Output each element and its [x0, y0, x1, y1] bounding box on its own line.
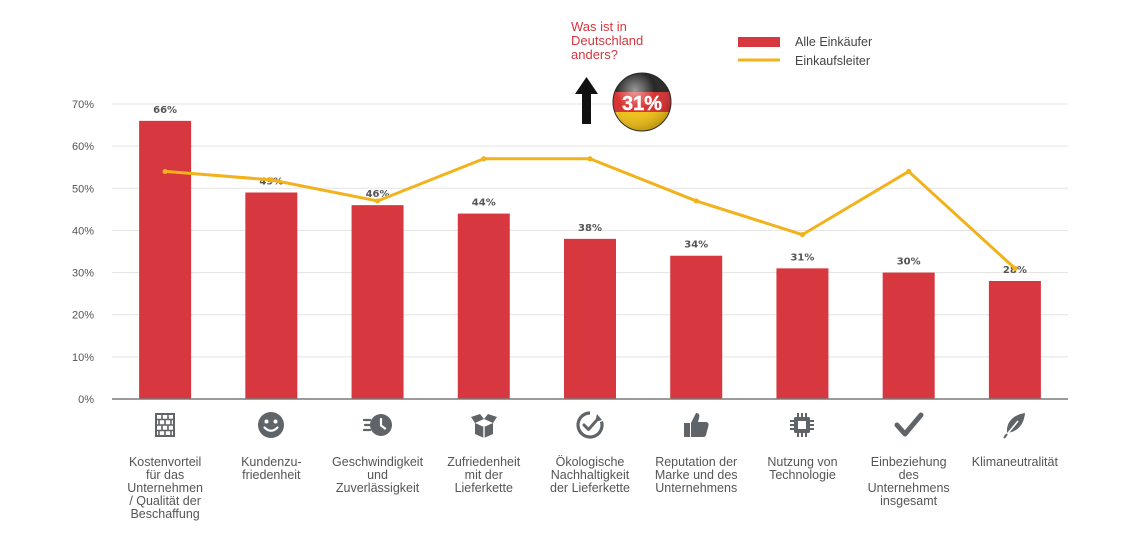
category-label: Nutzung von Technologie: [749, 456, 855, 482]
bar: [139, 120, 192, 399]
category-label: Geschwindigkeit und Zuverlässigkeit: [325, 456, 431, 495]
line-series: [162, 156, 1018, 271]
category-label-line: Zuverlässigkeit: [335, 481, 420, 495]
legend: Alle Einkäufer Einkaufsleiter: [738, 35, 872, 68]
category-label: Zufriedenheit mit der Lieferkette: [431, 456, 537, 495]
y-tick-label: 0%: [78, 394, 94, 406]
line-point: [587, 156, 593, 162]
up-arrow-icon: [575, 77, 598, 124]
bar: [882, 272, 935, 399]
y-tick-label: 60%: [72, 141, 94, 153]
bar: [670, 255, 723, 399]
category-label-line: Ökologische: [555, 455, 625, 469]
category-label-line: Nutzung von: [767, 455, 838, 469]
category-label-line: / Qualität der: [129, 494, 201, 508]
category-label-line: Nachhaltigkeit: [550, 468, 630, 482]
category-label: Kostenvorteil für das Unternehmen / Qualitä…: [112, 456, 218, 521]
category-label-line: des: [898, 468, 919, 482]
category-label-line: mit der: [464, 468, 503, 482]
germany-flag-icon: [612, 72, 672, 132]
bar-value-label: 34%: [684, 240, 708, 251]
category-label-line: Zufriedenheit: [447, 455, 521, 469]
callout-line: Was ist in: [571, 19, 627, 34]
fast-clock-icon: [362, 414, 392, 436]
bricks-icon: [155, 413, 176, 437]
category-label-line: Geschwindigkeit: [332, 455, 424, 469]
bar-value-label: 38%: [578, 223, 602, 234]
legend-swatch-bar: [738, 37, 780, 47]
bar: [776, 268, 829, 399]
bar: [245, 192, 298, 399]
y-tick-label: 10%: [72, 352, 94, 364]
legend-label-bar: Alle Einkäufer: [795, 35, 872, 49]
category-label-line: Technologie: [769, 468, 836, 482]
category-label-line: friedenheit: [242, 468, 301, 482]
category-label-line: Klimaneutralität: [971, 455, 1058, 469]
category-label-line: und: [367, 468, 388, 482]
y-axis-ticks: 0% 10% 20% 30% 40% 50% 60% 70%: [72, 99, 94, 406]
y-tick-label: 30%: [72, 268, 94, 280]
category-label: Klimaneutralität: [962, 456, 1068, 469]
line-point: [799, 232, 806, 238]
callout-line: anders?: [571, 47, 618, 62]
y-tick-label: 40%: [72, 225, 94, 237]
y-tick-label: 20%: [72, 310, 94, 322]
category-label: Reputation der Marke und des Unternehmens: [643, 456, 749, 495]
bar: [351, 205, 404, 399]
line-point: [268, 177, 274, 183]
category-label-line: Einbeziehung: [870, 455, 947, 469]
y-tick-label: 70%: [72, 99, 94, 111]
category-label-line: für das: [146, 468, 185, 482]
line-point: [162, 168, 168, 175]
chip-icon: [790, 413, 815, 437]
category-label-line: Lieferkette: [454, 481, 513, 495]
category-label-line: Marke und des: [654, 468, 738, 482]
bar-series: [139, 120, 1041, 399]
category-label-line: Kundenzu-: [241, 455, 302, 469]
bar-value-label: 46%: [366, 189, 390, 200]
legend-label-line: Einkaufsleiter: [795, 54, 870, 68]
line-point: [481, 156, 487, 162]
bar: [564, 238, 616, 399]
category-label-line: Unternehmens: [655, 481, 738, 495]
category-label-line: Beschaffung: [130, 507, 200, 521]
checkmark-icon: [894, 412, 924, 437]
bar-value-label: 66%: [153, 105, 177, 116]
callout-text: Was ist in Deutschland anders?: [571, 20, 681, 62]
callout-badge-value: 31%: [622, 93, 662, 115]
line-point: [1012, 265, 1018, 271]
open-box-icon: [470, 414, 497, 438]
category-label-line: insgesamt: [880, 494, 938, 508]
bar: [988, 281, 1041, 399]
category-label: Kundenzu-friedenheit: [218, 456, 324, 482]
category-label-line: Unternehmen: [127, 481, 203, 495]
y-tick-label: 50%: [72, 183, 94, 195]
callout-line: Deutschland: [571, 33, 644, 48]
line-point: [374, 198, 381, 204]
bar-value-label: 44%: [472, 198, 496, 209]
category-label-line: Kostenvorteil: [128, 455, 202, 469]
bar-value-label: 30%: [897, 257, 921, 268]
category-label-line: Unternehmens: [867, 481, 950, 495]
line-point: [906, 168, 912, 175]
recycle-check-icon: [576, 411, 604, 439]
category-label-line: Reputation der: [655, 455, 738, 469]
category-label: Einbeziehung des Unternehmens insgesamt: [856, 456, 962, 508]
line-point: [693, 198, 699, 204]
leaf-icon: [1003, 413, 1025, 439]
bar: [457, 213, 510, 399]
bar-value-label: 31%: [790, 252, 814, 263]
category-label-line: der Lieferkette: [550, 481, 630, 495]
thumbs-up-icon: [684, 413, 709, 437]
category-label: Ökologische Nachhaltigkeit der Lieferkette: [537, 456, 643, 495]
smiley-icon: [258, 412, 285, 438]
